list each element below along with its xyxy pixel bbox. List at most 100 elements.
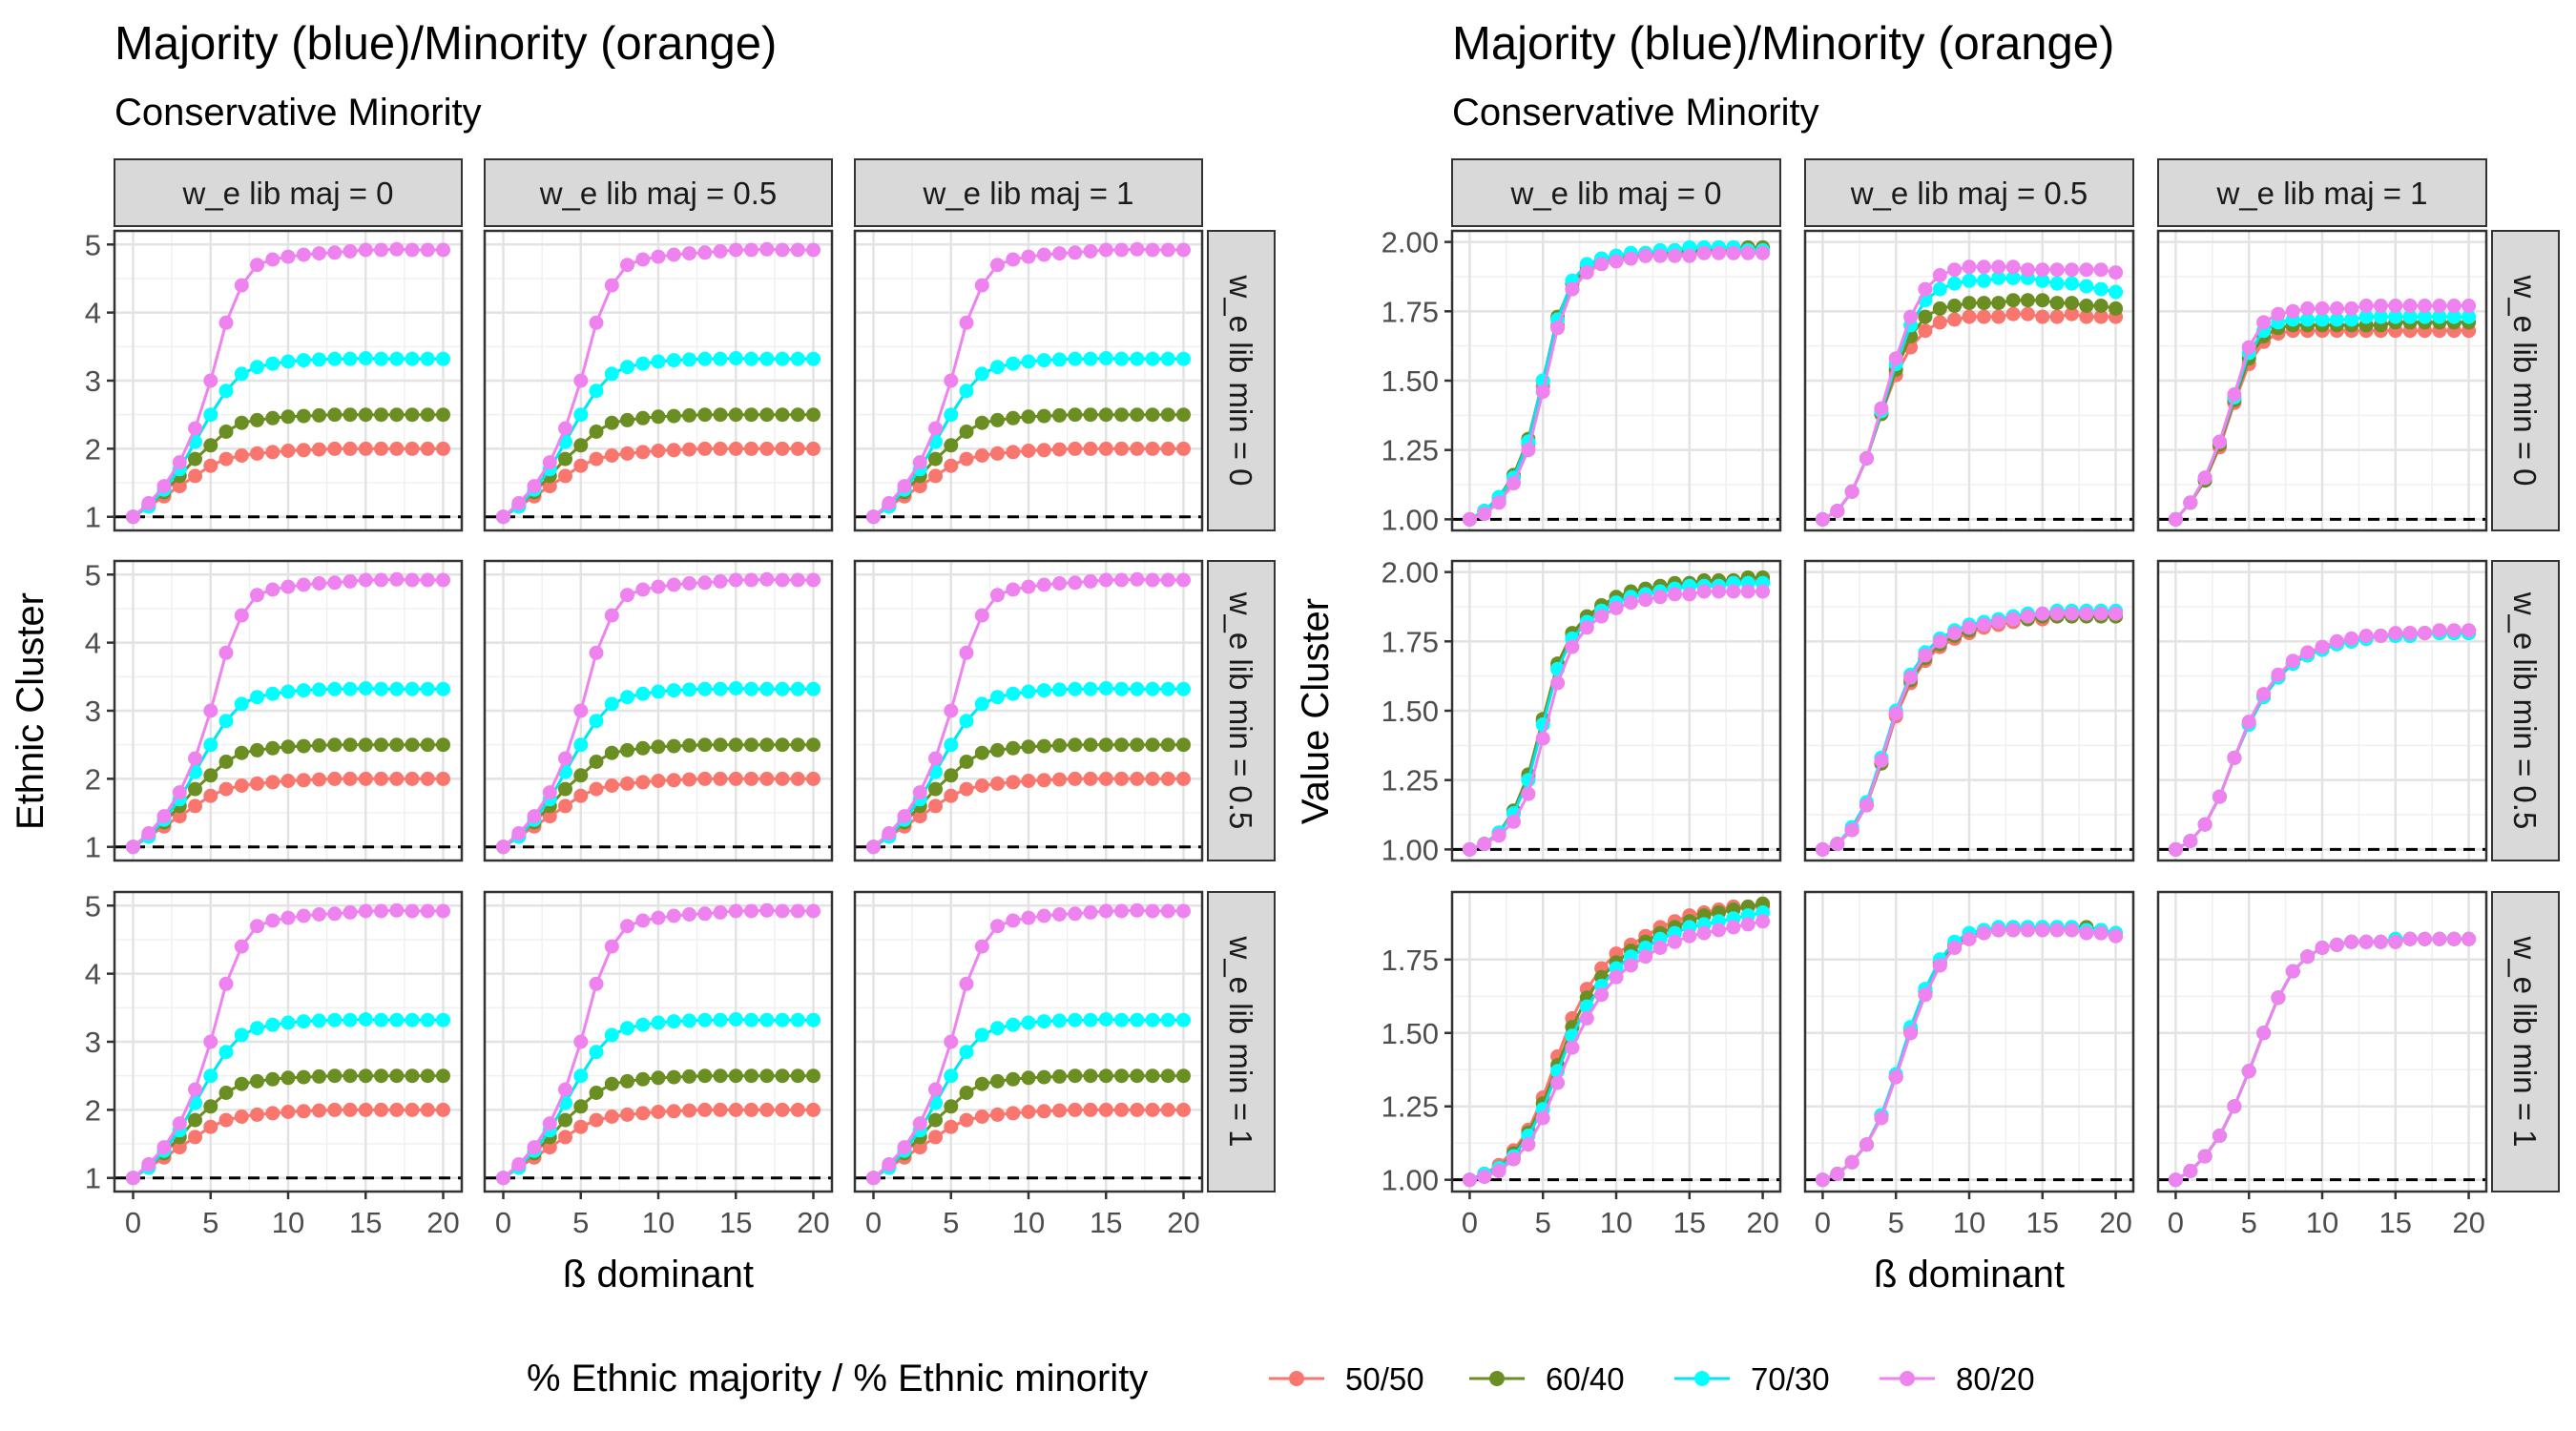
data-point <box>806 1068 821 1084</box>
data-point <box>420 351 435 366</box>
data-point <box>2402 626 2418 641</box>
data-point <box>1021 354 1036 369</box>
data-point <box>496 840 510 855</box>
data-point <box>343 407 358 423</box>
data-point <box>990 360 1005 375</box>
data-point <box>280 910 296 925</box>
data-point <box>2020 293 2035 308</box>
x-tick-label: 10 <box>1012 1206 1045 1239</box>
data-point <box>928 1112 943 1128</box>
data-point <box>589 425 604 439</box>
data-point <box>682 772 696 787</box>
data-point <box>141 826 156 840</box>
data-point <box>728 1068 743 1084</box>
data-point <box>436 407 450 423</box>
data-point <box>265 410 280 425</box>
x-tick-label: 20 <box>797 1206 829 1239</box>
data-point <box>1932 281 1947 297</box>
data-point <box>405 737 420 753</box>
data-point <box>218 1112 234 1128</box>
data-point <box>589 384 604 399</box>
data-point <box>651 354 666 369</box>
data-point <box>2197 1149 2212 1164</box>
panel-border <box>853 229 1204 532</box>
data-point <box>1021 249 1036 264</box>
data-point <box>1726 920 1741 935</box>
data-point <box>682 1068 696 1084</box>
data-point <box>604 608 619 623</box>
data-point <box>1052 576 1067 591</box>
data-point <box>265 582 280 597</box>
data-point <box>697 575 713 591</box>
data-point <box>188 1130 202 1145</box>
data-point <box>2344 631 2359 646</box>
data-point <box>2373 934 2388 949</box>
data-point <box>1859 450 1874 466</box>
data-point <box>203 1068 218 1084</box>
data-point <box>389 351 405 366</box>
data-point <box>2049 606 2065 621</box>
data-point <box>420 903 435 919</box>
data-point <box>2065 296 2079 311</box>
data-point <box>651 910 666 925</box>
data-point <box>1991 270 2006 285</box>
data-point <box>790 242 805 258</box>
data-point <box>1145 737 1160 753</box>
data-point <box>806 1012 821 1027</box>
data-point <box>1021 579 1036 594</box>
data-point <box>2005 612 2021 627</box>
data-point <box>974 415 989 430</box>
data-point <box>2373 299 2388 313</box>
data-point <box>250 919 264 934</box>
data-point <box>775 1102 790 1117</box>
y-tick-label: 5 <box>85 889 101 923</box>
data-point <box>2109 265 2124 280</box>
data-point <box>218 315 234 330</box>
data-point <box>1521 1137 1536 1152</box>
data-point <box>2065 276 2079 291</box>
data-point <box>1160 441 1175 456</box>
data-point <box>974 1076 989 1091</box>
data-point <box>1098 407 1113 423</box>
panel-border <box>483 229 834 532</box>
data-point <box>990 446 1005 461</box>
data-point <box>1130 241 1145 257</box>
data-point <box>2212 434 2227 449</box>
data-point <box>744 737 758 753</box>
data-point <box>2109 606 2124 621</box>
y-tick-label: 4 <box>85 958 101 991</box>
data-point <box>1006 252 1021 267</box>
data-point <box>2109 301 2124 316</box>
data-point <box>1638 949 1653 964</box>
data-point <box>713 681 728 696</box>
data-point <box>436 903 450 919</box>
x-tick-label: 15 <box>1090 1206 1122 1239</box>
data-point <box>1903 670 1919 685</box>
x-tick-label: 0 <box>865 1206 882 1239</box>
legend-label: 50/50 <box>1345 1361 1424 1397</box>
data-point <box>1176 1102 1191 1117</box>
data-point <box>1976 273 1991 288</box>
data-point <box>2049 276 2065 291</box>
data-point <box>713 243 728 259</box>
data-point <box>2093 606 2109 621</box>
data-point <box>1550 321 1566 336</box>
data-point <box>635 1017 651 1032</box>
data-point <box>558 1082 572 1097</box>
data-point <box>744 681 758 696</box>
data-point <box>775 441 790 456</box>
data-point <box>374 681 388 696</box>
data-point <box>234 939 249 954</box>
data-point <box>312 772 326 787</box>
data-point <box>203 1034 218 1049</box>
data-point <box>806 1102 821 1117</box>
data-point <box>573 458 589 473</box>
y-tick-label: 1 <box>85 831 101 864</box>
data-point <box>203 407 218 423</box>
data-point <box>790 407 805 423</box>
data-point <box>604 415 619 430</box>
data-point <box>374 1068 388 1084</box>
data-point <box>1696 925 1712 941</box>
data-point <box>218 755 234 769</box>
data-point <box>1462 511 1477 527</box>
